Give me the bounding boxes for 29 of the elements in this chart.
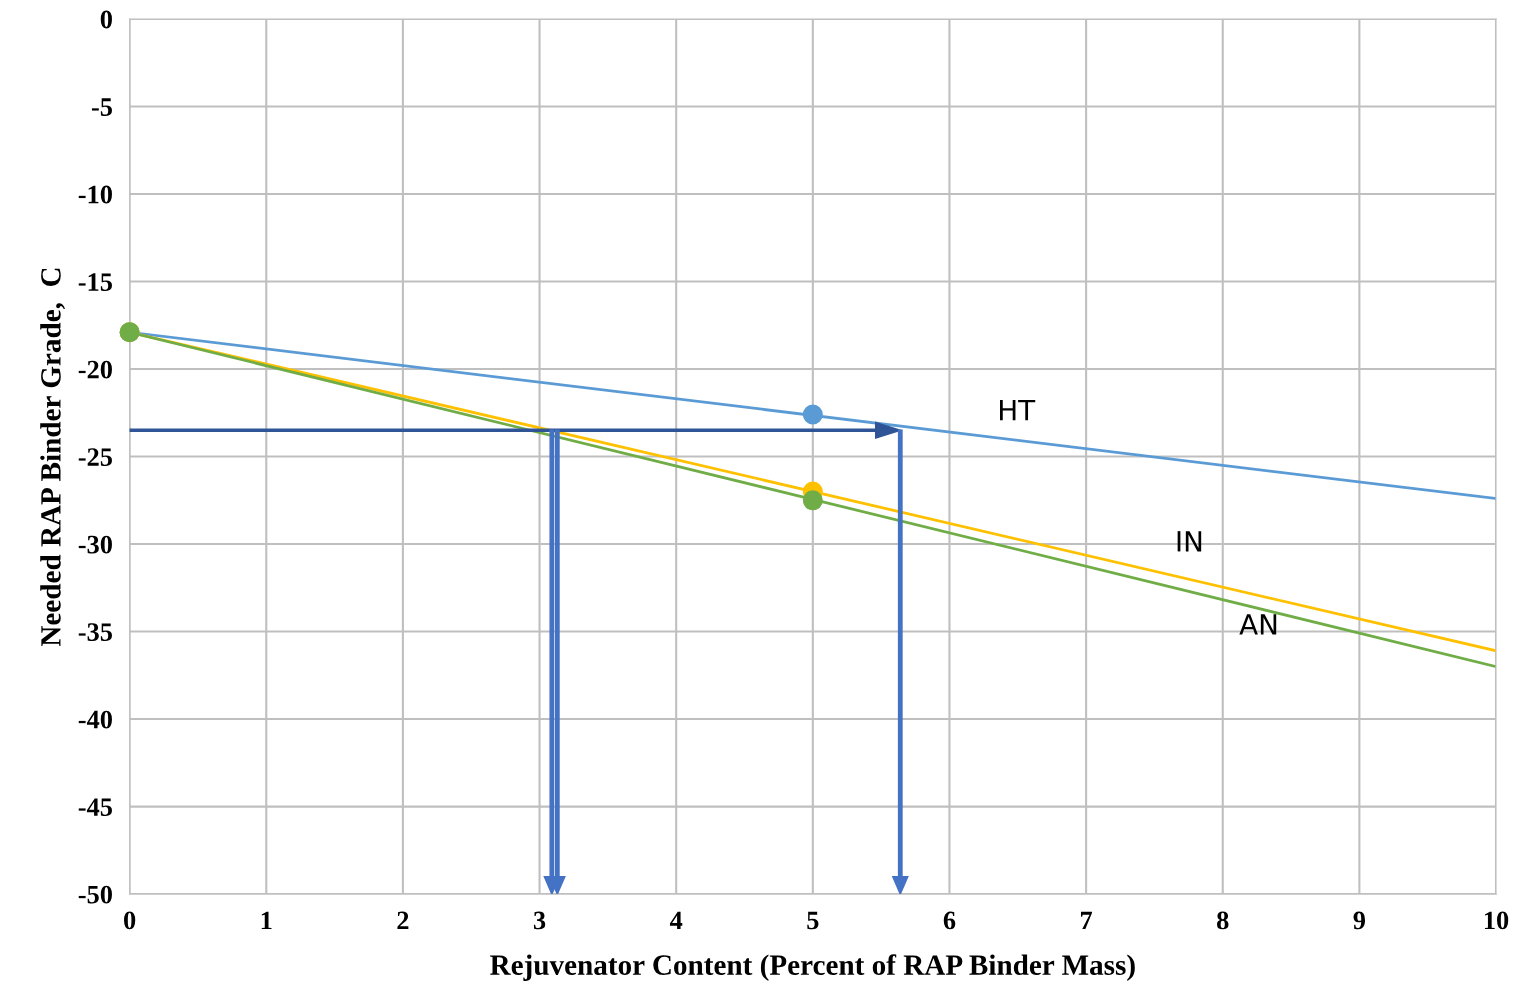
x-tick-label: 7 (1081, 911, 1093, 930)
x-tick-label: 2 (397, 911, 409, 930)
y-tick-label: -20 (78, 360, 112, 379)
y-tick-label: -5 (91, 98, 112, 116)
y-tick-label: -50 (78, 885, 112, 904)
x-tick-label: 9 (1353, 911, 1366, 930)
x-tick-label: 6 (943, 911, 956, 930)
y-tick-label: -25 (78, 448, 112, 466)
x-tick-label: 0 (124, 911, 136, 930)
y-tick-label: -40 (78, 710, 112, 729)
y-axis-title: Needed RAP Binder Grade, C (40, 268, 65, 647)
annotation: HT (1000, 399, 1036, 421)
y-tick-label: -10 (78, 185, 112, 204)
x-tick-label: 5 (807, 911, 819, 930)
x-tick-label: 1 (261, 911, 272, 930)
y-tick-label: -45 (78, 798, 112, 817)
y-tick-label: -35 (78, 623, 112, 641)
x-tick-label: 4 (669, 911, 683, 930)
x-tick-label: 3 (533, 911, 546, 930)
x-tick-label: 8 (1217, 911, 1229, 930)
annotation: IN (1177, 531, 1202, 552)
point (802, 404, 823, 425)
x-axis-title: Rejuvenator Content (Percent of RAP Binder Mass) (490, 954, 1135, 981)
x-tick-label: 10 (1484, 911, 1509, 930)
y-tick-label: 0 (100, 10, 112, 29)
annotation: AN (1239, 614, 1277, 635)
y-tick-label: -15 (78, 273, 112, 291)
point (802, 490, 823, 511)
y-tick-label: -30 (78, 535, 112, 554)
